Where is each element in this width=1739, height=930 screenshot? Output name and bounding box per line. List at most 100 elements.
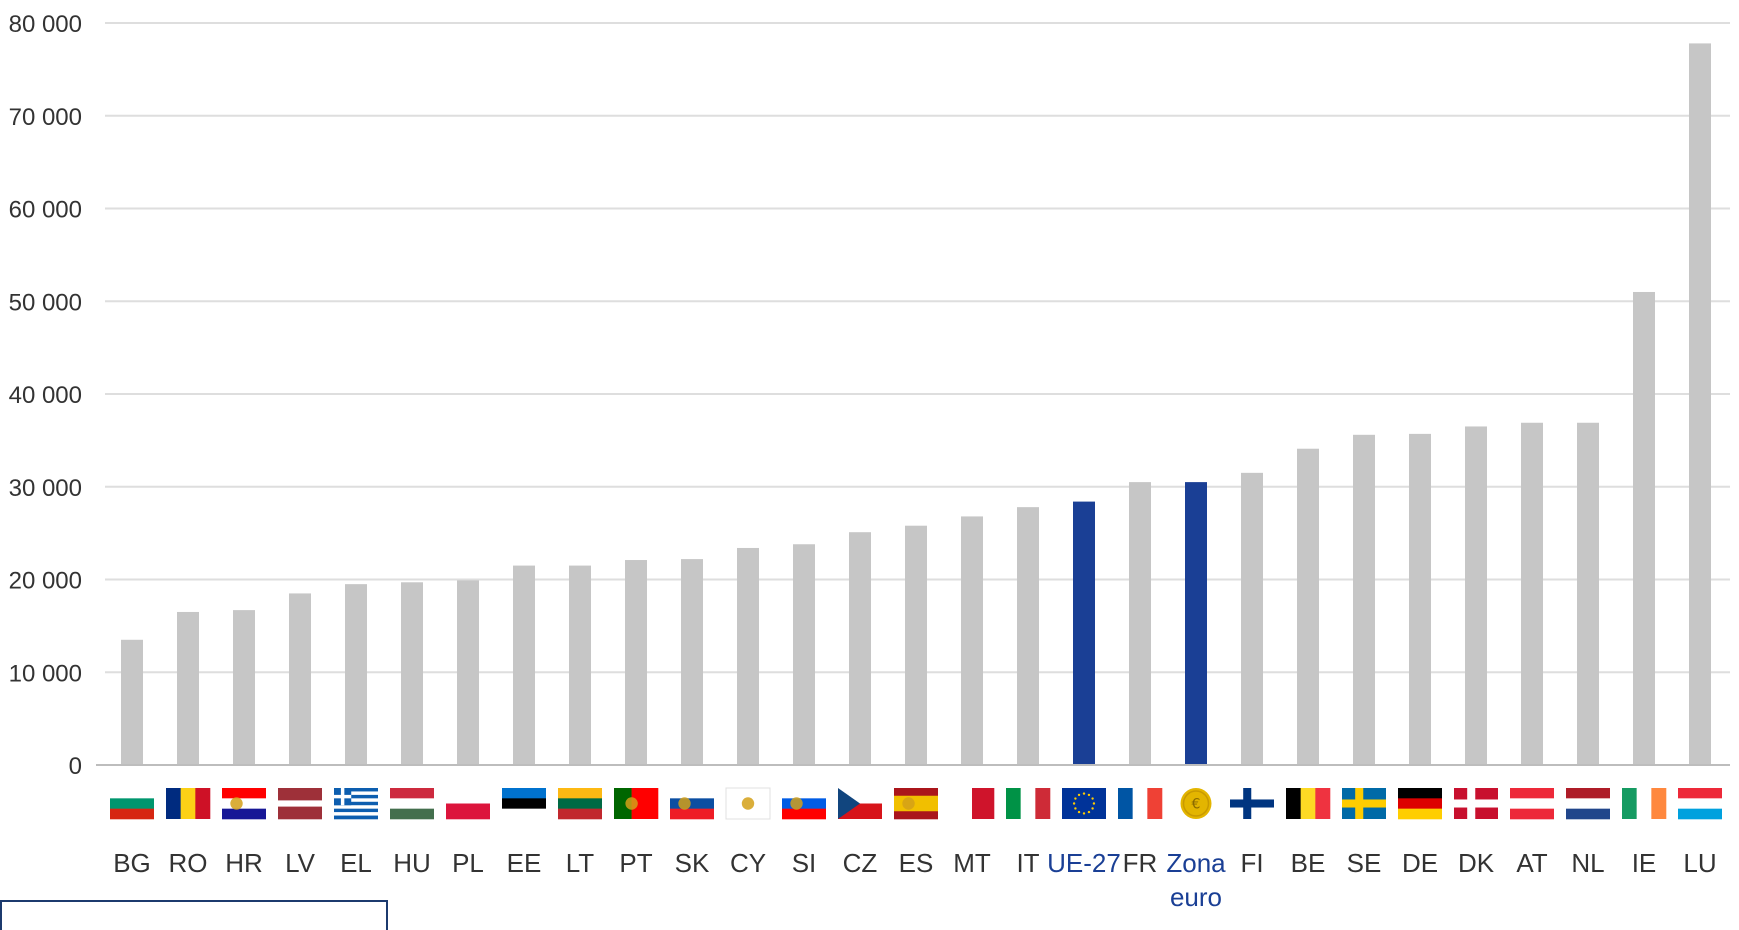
y-tick-label: 50 000	[9, 289, 82, 316]
x-label-nl: NL	[1571, 848, 1604, 878]
country-flags: €	[110, 787, 1722, 820]
x-label-cz: CZ	[843, 848, 878, 878]
y-tick-label: 80 000	[9, 11, 82, 38]
flag-fr-icon	[1118, 788, 1163, 819]
footer-frame	[0, 900, 388, 930]
x-label-pt: PT	[619, 848, 652, 878]
bar-hu	[401, 582, 423, 765]
y-tick-label: 10 000	[9, 660, 82, 687]
flag-nl-icon	[1566, 788, 1610, 820]
flag-pt-icon	[614, 788, 659, 819]
x-label-fi: FI	[1240, 848, 1263, 878]
flag-hu-icon	[390, 788, 434, 820]
bar-zona-euro	[1185, 482, 1207, 765]
y-axis-tick-labels: 0 10 000 20 000 30 000 40 000 50 000 60 000 70 …	[9, 11, 82, 780]
x-axis-category-labels: BG RO HR LV EL HU PL EE LT PT SK CY SI CZ ES MT IT UE-27 F…	[113, 848, 1716, 911]
flag-cy-icon	[725, 787, 771, 820]
bar-hr	[233, 610, 255, 765]
flag-zona-euro-icon: €	[1180, 788, 1212, 819]
bar-ue-27	[1073, 501, 1095, 765]
x-label-bg: BG	[113, 848, 151, 878]
bar-lu	[1689, 43, 1711, 765]
flag-ue-27-icon	[1062, 788, 1106, 819]
y-tick-label: 70 000	[9, 104, 82, 131]
flag-it-icon	[1006, 788, 1051, 819]
x-label-se: SE	[1347, 848, 1382, 878]
flag-at-icon	[1510, 788, 1554, 820]
flag-lv-icon	[278, 788, 322, 820]
bar-ro	[177, 611, 199, 765]
bar-lv	[289, 593, 311, 765]
x-label-dk: DK	[1458, 848, 1495, 878]
y-tick-label: 30 000	[9, 475, 82, 502]
bar-at	[1521, 422, 1543, 765]
bar-fr	[1129, 482, 1151, 765]
x-label-lu: LU	[1683, 848, 1716, 878]
x-label-mt: MT	[953, 848, 991, 878]
bar-lt	[569, 565, 591, 765]
x-label-ie: IE	[1632, 848, 1657, 878]
flag-lt-icon	[558, 788, 602, 820]
bar-si	[793, 544, 815, 765]
bar-it	[1017, 507, 1039, 765]
bar-mt	[961, 516, 983, 765]
bar-ee	[513, 565, 535, 765]
flag-mt-icon	[950, 788, 995, 819]
bar-bg	[121, 639, 143, 765]
x-label-si: SI	[792, 848, 817, 878]
x-label-at: AT	[1516, 848, 1547, 878]
x-label-it: IT	[1016, 848, 1039, 878]
x-label-cy: CY	[730, 848, 766, 878]
x-label-sk: SK	[675, 848, 710, 878]
x-label-pl: PL	[452, 848, 484, 878]
x-label-ro: RO	[169, 848, 208, 878]
bar-cz	[849, 532, 871, 765]
x-label-zona-euro: Zona euro	[1166, 848, 1226, 911]
y-tick-label: 20 000	[9, 568, 82, 595]
gridlines	[105, 22, 1730, 674]
flag-ro-icon	[166, 788, 211, 819]
x-label-be: BE	[1291, 848, 1326, 878]
flag-de-icon	[1398, 788, 1442, 820]
x-label-es: ES	[899, 848, 934, 878]
flag-be-icon	[1286, 788, 1331, 819]
flag-bg-icon	[110, 788, 154, 820]
x-label-ee: EE	[507, 848, 542, 878]
bar-chart: 0 10 000 20 000 30 000 40 000 50 000 60 000 70 …	[9, 11, 1730, 911]
flag-lu-icon	[1678, 788, 1722, 820]
bar-dk	[1465, 426, 1487, 765]
x-label-hu: HU	[393, 848, 431, 878]
bar-el	[345, 584, 367, 765]
y-tick-label: 60 000	[9, 197, 82, 224]
flag-se-icon	[1342, 788, 1386, 819]
flag-fi-icon	[1230, 788, 1274, 819]
x-label-ue-27: UE-27	[1047, 848, 1121, 878]
flag-dk-icon	[1454, 788, 1498, 819]
bar-ie	[1633, 291, 1655, 765]
bar-nl	[1577, 422, 1599, 765]
svg-text:€: €	[1192, 797, 1201, 813]
bar-sk	[681, 559, 703, 765]
flag-pl-icon	[446, 788, 490, 820]
bar-de	[1409, 433, 1431, 765]
flag-ie-icon	[1622, 788, 1667, 819]
flag-el-icon	[334, 788, 378, 820]
x-label-el: EL	[340, 848, 372, 878]
bar-se	[1353, 434, 1375, 765]
bar-pt	[625, 560, 647, 765]
bar-fi	[1241, 472, 1263, 765]
flag-hr-icon	[222, 788, 266, 820]
bar-cy	[737, 547, 759, 765]
flag-ee-icon	[502, 788, 546, 820]
x-label-de: DE	[1402, 848, 1438, 878]
y-tick-label: 0	[69, 753, 82, 780]
x-label-hr: HR	[225, 848, 263, 878]
bar-be	[1297, 448, 1319, 765]
flag-si-icon	[782, 788, 826, 820]
x-label-lv: LV	[285, 848, 316, 878]
flag-es-icon	[894, 788, 938, 820]
flag-cz-icon	[838, 788, 882, 819]
flag-sk-icon	[670, 788, 714, 820]
bar-es	[905, 525, 927, 765]
x-label-lt: LT	[566, 848, 595, 878]
